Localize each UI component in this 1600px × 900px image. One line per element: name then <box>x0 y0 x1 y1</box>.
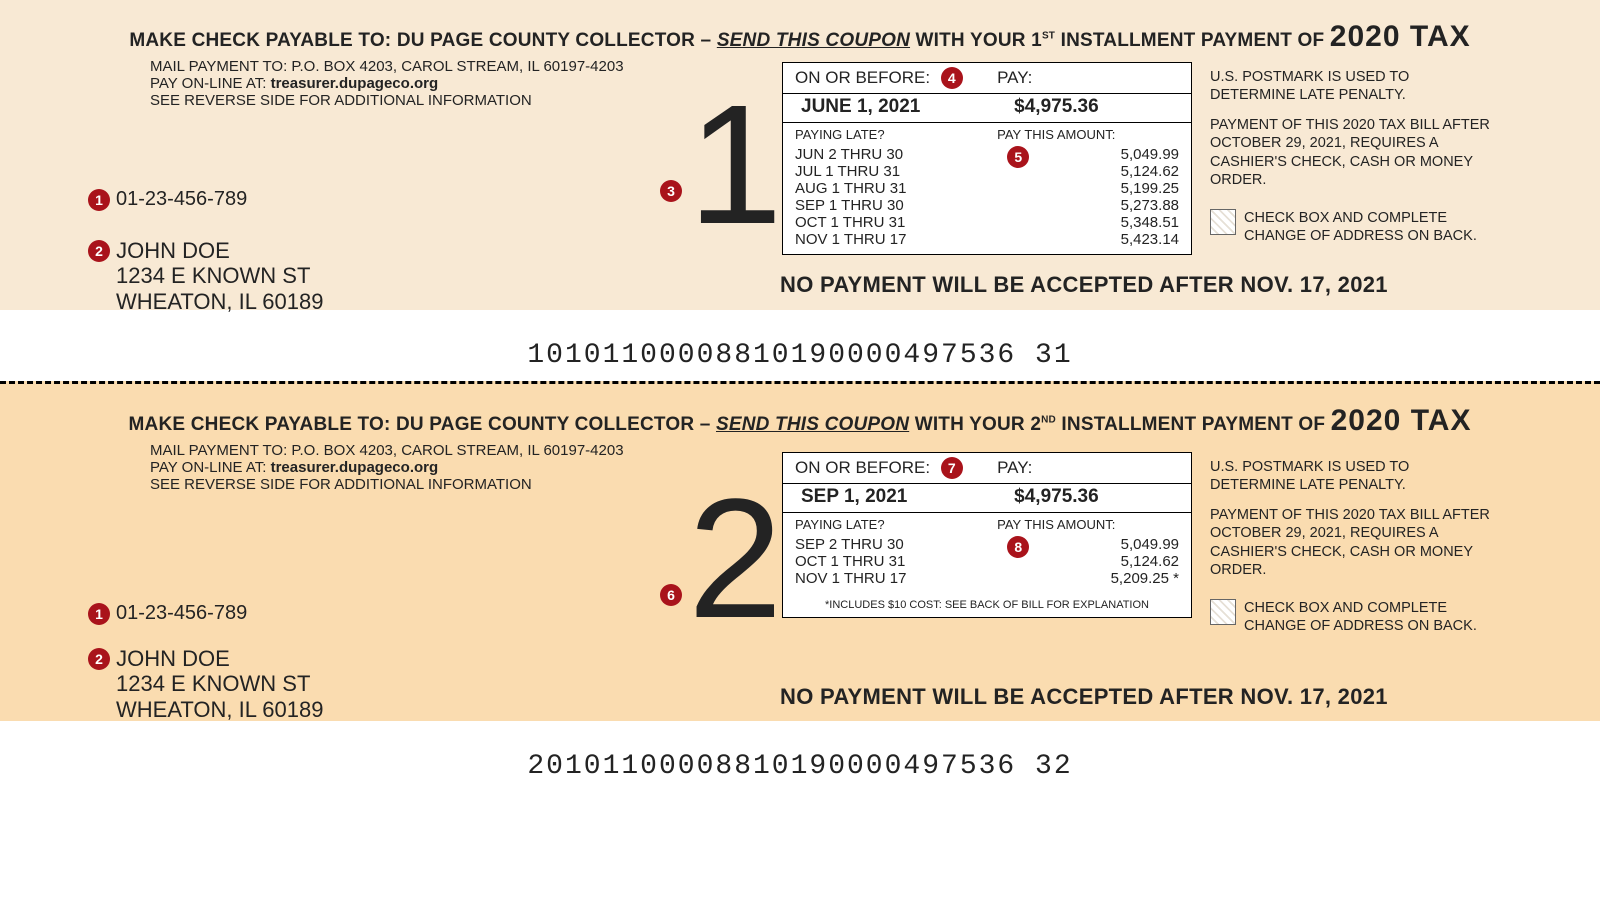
barcode-1: 10101100008810190000497536 31 <box>0 310 1600 381</box>
late-amounts-2: 5,049.995,124.625,209.25 * <box>1033 536 1179 587</box>
installment-text: WITH YOUR 1ST INSTALLMENT PAYMENT OF <box>916 30 1330 51</box>
late-amounts-1: 5,049.995,124.625,199.255,273.885,348.51… <box>1033 146 1179 248</box>
installment-number: 1 <box>688 80 783 250</box>
send-coupon: SEND THIS COUPON <box>717 30 910 51</box>
badge-1b-icon: 1 <box>88 603 110 625</box>
parcel-number: 01-23-456-789 <box>116 188 247 211</box>
due-date-1: JUNE 1, 2021 <box>783 94 996 122</box>
address-change-checkbox[interactable] <box>1210 209 1236 235</box>
payment-table-1: ON OR BEFORE: 4 PAY: JUNE 1, 2021 $4,975… <box>782 62 1192 255</box>
due-date-2: SEP 1, 2021 <box>783 484 996 512</box>
pay-amount-1: $4,975.36 <box>996 94 1191 122</box>
pay-amount-2: $4,975.36 <box>996 484 1191 512</box>
parcel-row: 1 01-23-456-789 <box>88 188 247 211</box>
footnote: *INCLUDES $10 COST: SEE BACK OF BILL FOR… <box>783 593 1191 617</box>
late-ranges-2: SEP 2 THRU 30OCT 1 THRU 31NOV 1 THRU 17 <box>795 536 1003 587</box>
address-change-checkbox-2[interactable] <box>1210 599 1236 625</box>
parcel-row-2: 1 01-23-456-789 <box>88 602 247 625</box>
badge-2b-icon: 2 <box>88 648 110 670</box>
headline-2: MAKE CHECK PAYABLE TO: DU PAGE COUNTY CO… <box>60 404 1540 438</box>
badge-2-icon: 2 <box>88 240 110 262</box>
right-notes-2: U.S. POSTMARK IS USED TO DETERMINE LATE … <box>1210 458 1490 635</box>
payer-address: 2 JOHN DOE 1234 E KNOWN ST WHEATON, IL 6… <box>88 238 323 314</box>
no-payment-after-2: NO PAYMENT WILL BE ACCEPTED AFTER NOV. 1… <box>780 684 1388 710</box>
payment-table-2: ON OR BEFORE: 7 PAY: SEP 1, 2021 $4,975.… <box>782 452 1192 618</box>
headline-1: MAKE CHECK PAYABLE TO: DU PAGE COUNTY CO… <box>60 20 1540 54</box>
badge-1-icon: 1 <box>88 189 110 211</box>
badge-5-icon: 5 <box>1007 146 1029 168</box>
coupon-1: MAKE CHECK PAYABLE TO: DU PAGE COUNTY CO… <box>0 0 1600 310</box>
right-notes-1: U.S. POSTMARK IS USED TO DETERMINE LATE … <box>1210 68 1490 245</box>
badge-4-icon: 4 <box>941 67 963 89</box>
installment-number-2: 2 <box>688 474 783 644</box>
payer-address-2: 2 JOHN DOE 1234 E KNOWN ST WHEATON, IL 6… <box>88 646 323 722</box>
badge-3-icon: 3 <box>660 180 682 202</box>
no-payment-after-1: NO PAYMENT WILL BE ACCEPTED AFTER NOV. 1… <box>780 272 1388 298</box>
late-ranges-1: JUN 2 THRU 30JUL 1 THRU 31AUG 1 THRU 31S… <box>795 146 1003 248</box>
badge-8-icon: 8 <box>1007 536 1029 558</box>
badge-6-icon: 6 <box>660 584 682 606</box>
payee-prefix: MAKE CHECK PAYABLE TO: DU PAGE COUNTY CO… <box>129 30 716 51</box>
barcode-2: 20101100008810190000497536 32 <box>0 721 1600 792</box>
badge-7-icon: 7 <box>941 457 963 479</box>
coupon-2: MAKE CHECK PAYABLE TO: DU PAGE COUNTY CO… <box>0 381 1600 721</box>
tax-year: 2020 TAX <box>1330 20 1471 53</box>
